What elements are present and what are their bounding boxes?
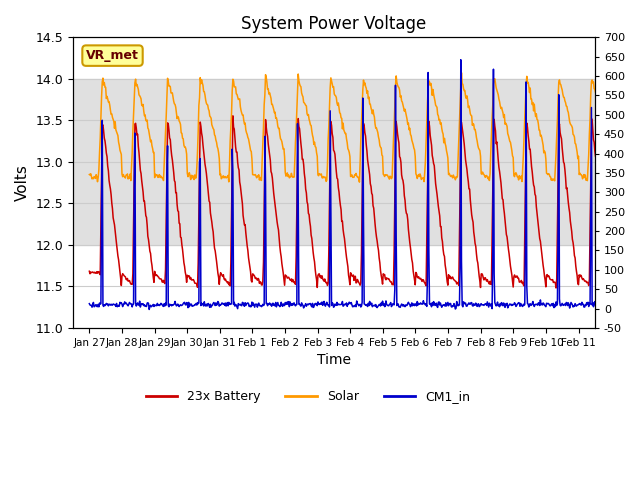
Legend: 23x Battery, Solar, CM1_in: 23x Battery, Solar, CM1_in xyxy=(141,385,475,408)
Title: System Power Voltage: System Power Voltage xyxy=(241,15,427,33)
Text: VR_met: VR_met xyxy=(86,49,139,62)
X-axis label: Time: Time xyxy=(317,353,351,367)
Bar xyxy=(73,79,595,245)
Y-axis label: Volts: Volts xyxy=(15,164,30,201)
